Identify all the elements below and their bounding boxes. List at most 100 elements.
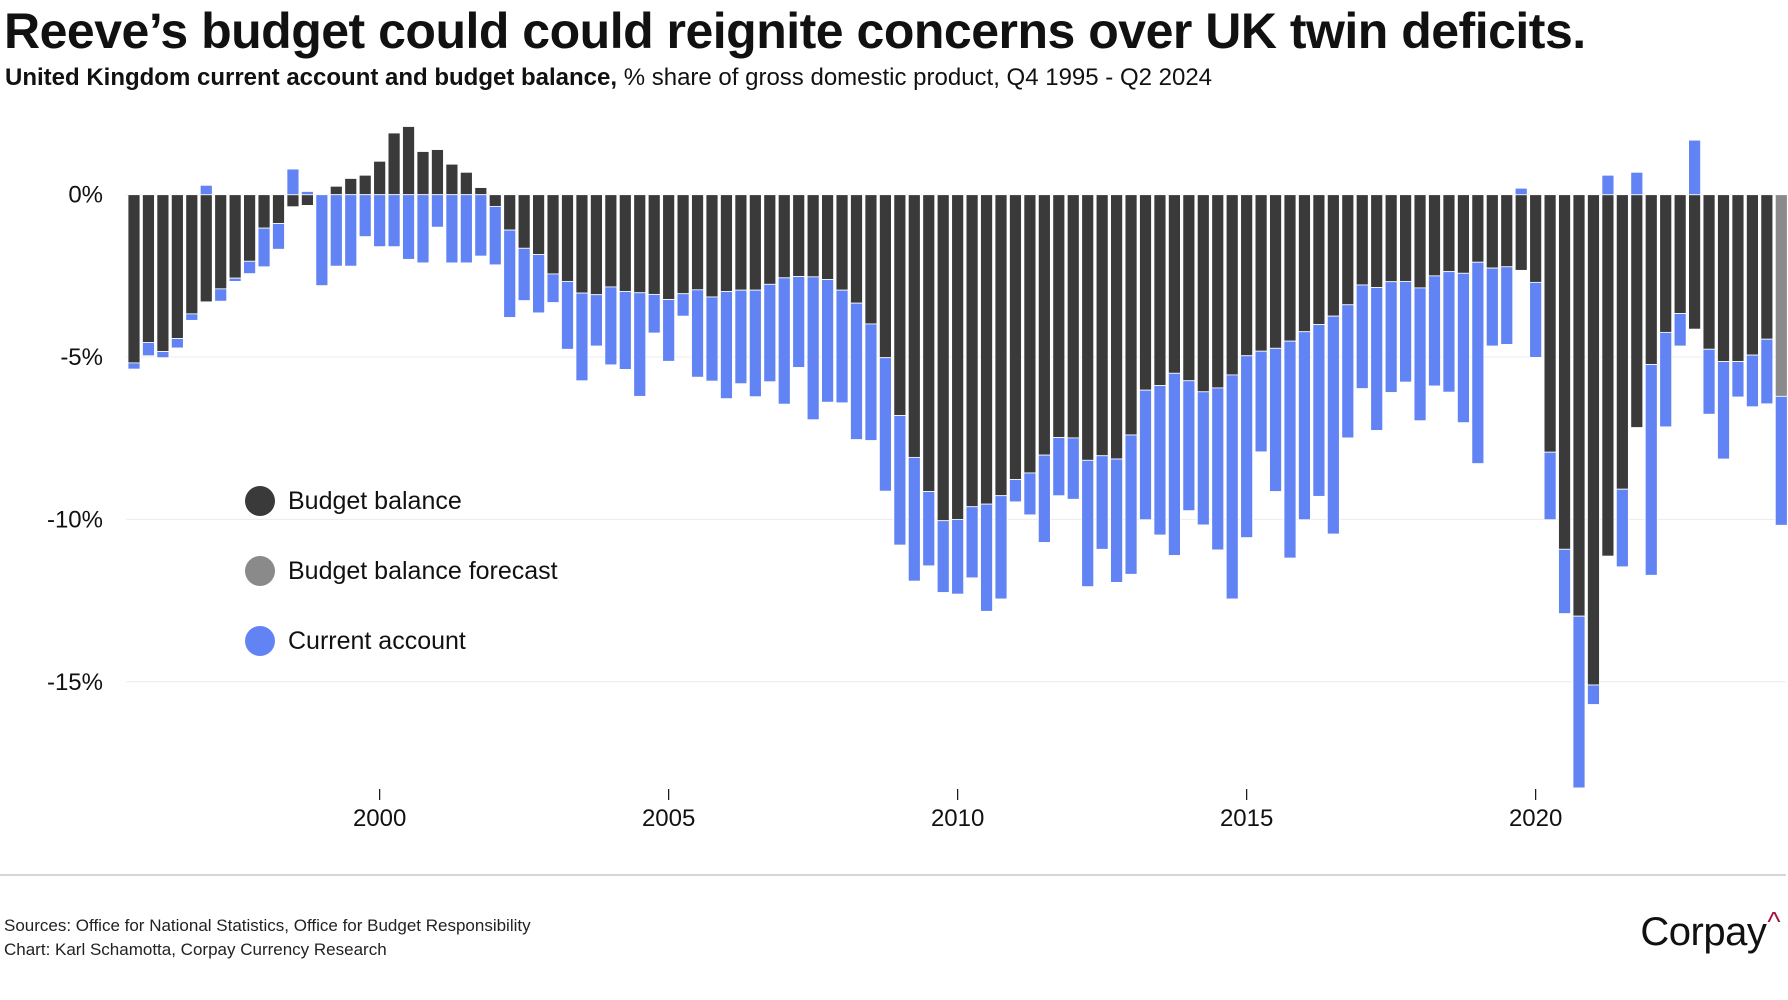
bar-group <box>1457 194 1470 424</box>
bar-group <box>1254 194 1268 453</box>
legend-item-budget-forecast: Budget balance forecast <box>245 536 558 606</box>
bar-group <box>1196 194 1210 526</box>
budget-bar <box>257 194 271 229</box>
current-account-bar <box>1615 488 1629 568</box>
budget-bar <box>590 194 603 296</box>
bar-group <box>199 184 213 303</box>
budget-bar <box>1587 194 1600 686</box>
bar-group <box>1312 194 1326 497</box>
budget-bar <box>199 194 213 303</box>
current-account-bar <box>1110 458 1123 583</box>
bar-group <box>1182 194 1196 512</box>
budget-bar <box>893 194 907 416</box>
current-account-bar <box>1298 331 1311 521</box>
current-account-bar <box>575 292 589 382</box>
bar-group <box>604 194 618 366</box>
current-account-bar <box>1124 434 1138 575</box>
budget-bar <box>344 178 358 196</box>
bar-group <box>676 194 690 317</box>
bar-group <box>1774 194 1788 526</box>
bar-group <box>1558 194 1571 614</box>
budget-bar <box>1211 194 1225 389</box>
legend-label: Budget balance forecast <box>288 556 558 585</box>
bar-group <box>286 168 300 208</box>
budget-bar <box>546 194 560 275</box>
budget-bar <box>1543 194 1557 453</box>
budget-bar <box>1615 194 1629 490</box>
current-account-bar <box>879 357 892 492</box>
budget-bar <box>1182 194 1196 382</box>
current-account-bar <box>850 302 863 440</box>
legend-item-current-account: Current account <box>245 606 558 676</box>
current-account-bar <box>243 260 257 275</box>
bar-group <box>705 194 719 382</box>
bar-group <box>734 194 748 385</box>
budget-bar <box>156 194 170 352</box>
budget-bar <box>561 194 574 282</box>
bar-group <box>821 194 834 403</box>
bar-group <box>647 194 661 334</box>
current-account-bar <box>1095 455 1109 550</box>
budget-bar <box>676 194 690 295</box>
current-account-bar <box>1457 272 1470 424</box>
bar-group <box>1731 194 1745 398</box>
current-account-bar <box>936 520 950 593</box>
legend: Budget balance Budget balance forecast C… <box>245 466 558 676</box>
bar-group <box>864 194 878 441</box>
bar-group <box>1153 194 1167 536</box>
budget-bar <box>835 194 849 291</box>
current-account-bar <box>1543 451 1557 521</box>
x-axis: 2000 2005 2010 2015 2020 <box>353 789 1562 832</box>
budget-bar <box>1196 194 1210 393</box>
y-tick-label: -10% <box>47 506 103 533</box>
budget-bar <box>1659 194 1673 333</box>
current-account-bar <box>734 289 748 385</box>
current-account-bar <box>185 313 199 321</box>
current-account-bar <box>1341 304 1355 439</box>
current-account-bar <box>821 279 834 403</box>
current-account-bar <box>532 254 545 314</box>
budget-bar <box>922 194 936 492</box>
budget-bar <box>300 194 314 206</box>
bars <box>127 126 1788 789</box>
bar-group <box>142 194 155 357</box>
bar-group <box>763 194 777 383</box>
bar-group <box>1326 194 1340 535</box>
current-account-bar <box>864 323 878 441</box>
current-account-bar <box>170 338 184 349</box>
bar-group <box>185 194 199 321</box>
corpay-logo: Corpay^ <box>1640 906 1780 955</box>
budget-bar <box>994 194 1008 497</box>
bar-chart: 0% -5% -10% -15% 2000 2005 2010 2015 2020 <box>47 126 1788 832</box>
bar-group <box>1485 194 1499 347</box>
budget-bar <box>633 194 647 294</box>
budget-bar <box>936 194 950 522</box>
bar-group <box>459 171 473 264</box>
budget-bar <box>1471 194 1485 263</box>
current-account-bar <box>431 194 444 228</box>
budget-bar <box>1717 194 1730 362</box>
budget-bar <box>286 194 300 208</box>
budget-bar <box>647 194 661 295</box>
logo-text: Corpay <box>1640 910 1767 954</box>
current-account-bar <box>1066 437 1080 500</box>
current-account-bar <box>835 289 849 404</box>
bar-group <box>373 160 387 248</box>
y-axis: 0% -5% -10% -15% <box>47 182 103 696</box>
bar-group <box>662 194 676 362</box>
budget-bar <box>170 194 184 339</box>
bar-group <box>936 194 950 593</box>
bar-group <box>1717 194 1730 460</box>
current-account-bar <box>1052 437 1066 497</box>
budget-bar <box>358 174 372 196</box>
x-tick-label: 2010 <box>931 805 984 832</box>
budget-bar <box>907 194 921 458</box>
budget-bar <box>228 194 242 279</box>
budget-bar <box>1052 194 1066 438</box>
current-account-bar <box>1399 280 1412 383</box>
budget-bar <box>1457 194 1470 274</box>
budget-bar <box>1037 194 1051 456</box>
current-account-bar <box>1283 340 1297 559</box>
x-tick-label: 2015 <box>1220 805 1273 832</box>
current-account-bar <box>1269 347 1282 492</box>
